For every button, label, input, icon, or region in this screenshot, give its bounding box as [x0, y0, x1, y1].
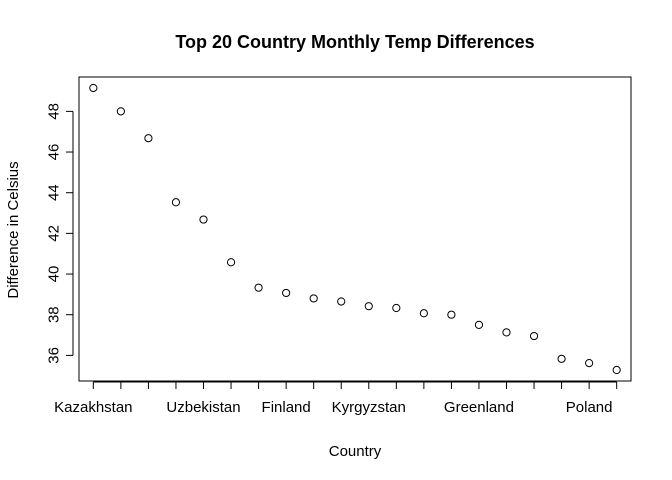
data-point — [474, 320, 484, 329]
chart-title: Top 20 Country Monthly Temp Differences — [175, 32, 534, 52]
y-tick-label: 46 — [46, 144, 63, 161]
y-tick-label: 40 — [46, 266, 63, 283]
x-axis: Kazakhstan Uzbekistan Finland Kyrgyzstan Gre… — [54, 381, 618, 416]
y-tick-label: 48 — [46, 103, 63, 120]
data-point — [144, 134, 153, 143]
y-tick-label: 38 — [46, 306, 63, 323]
data-point — [282, 288, 291, 298]
y-tick-label: 42 — [46, 225, 63, 242]
x-tick-label: Kyrgyzstan — [332, 399, 406, 416]
data-point — [502, 328, 511, 337]
data-point — [364, 302, 373, 311]
y-tick-label: 44 — [46, 184, 63, 201]
data-point — [254, 283, 263, 292]
data-point — [447, 310, 456, 319]
data-points — [89, 83, 621, 375]
data-point — [171, 198, 181, 207]
data-point — [557, 354, 566, 363]
data-point — [419, 309, 428, 318]
data-point — [612, 365, 621, 375]
data-point — [199, 215, 208, 224]
y-axis: 36 38 40 42 44 46 48 — [46, 103, 74, 364]
data-point — [337, 297, 346, 306]
x-tick-label: Greenland — [444, 399, 514, 416]
data-point — [529, 331, 539, 341]
data-point — [585, 359, 594, 368]
x-tick-label: Uzbekistan — [166, 399, 240, 416]
y-tick-label: 36 — [46, 347, 63, 364]
plot-area-frame — [78, 76, 632, 382]
x-tick-label: Finland — [262, 399, 311, 416]
data-point — [116, 107, 125, 116]
data-point — [89, 83, 98, 93]
x-axis-label: Country — [329, 443, 382, 460]
y-axis-label: Difference in Celsius — [5, 161, 22, 298]
x-tick-label: Kazakhstan — [54, 399, 132, 416]
data-point — [309, 294, 318, 303]
data-point — [226, 258, 236, 267]
data-point — [392, 303, 401, 313]
x-tick-label: Poland — [566, 399, 613, 416]
